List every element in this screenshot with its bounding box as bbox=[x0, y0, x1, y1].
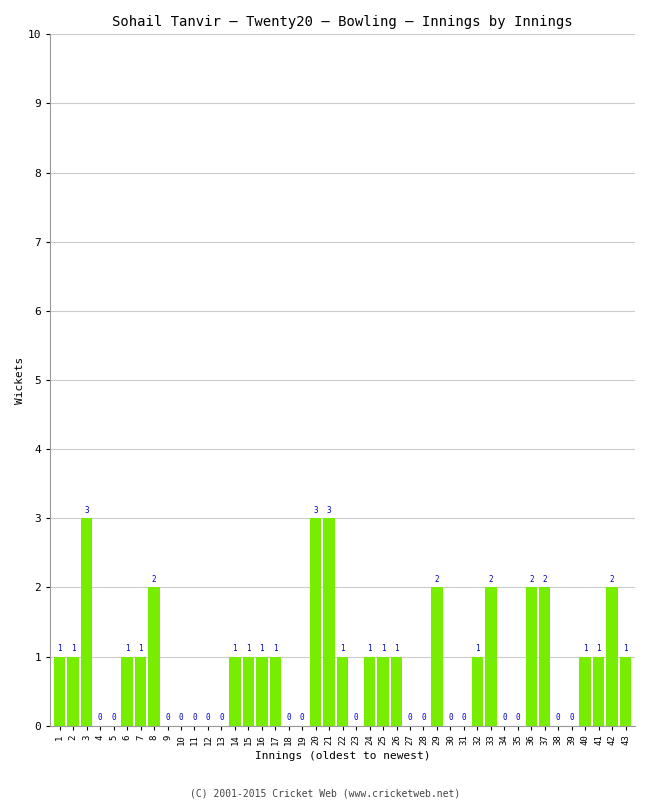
Bar bbox=[135, 657, 146, 726]
Text: 1: 1 bbox=[623, 644, 628, 653]
Text: 0: 0 bbox=[219, 714, 224, 722]
Text: 0: 0 bbox=[421, 714, 426, 722]
Y-axis label: Wickets: Wickets bbox=[15, 356, 25, 404]
Bar bbox=[620, 657, 631, 726]
Bar bbox=[229, 657, 240, 726]
Bar bbox=[364, 657, 375, 726]
Text: 1: 1 bbox=[395, 644, 399, 653]
Text: 3: 3 bbox=[313, 506, 318, 515]
Text: 1: 1 bbox=[381, 644, 385, 653]
Text: 1: 1 bbox=[138, 644, 143, 653]
Text: 1: 1 bbox=[475, 644, 480, 653]
Text: 1: 1 bbox=[233, 644, 237, 653]
Text: 2: 2 bbox=[489, 575, 493, 584]
Text: 1: 1 bbox=[367, 644, 372, 653]
Text: 1: 1 bbox=[583, 644, 588, 653]
Text: 2: 2 bbox=[151, 575, 157, 584]
Bar bbox=[148, 587, 160, 726]
Bar bbox=[579, 657, 591, 726]
Text: 0: 0 bbox=[408, 714, 412, 722]
Text: 1: 1 bbox=[259, 644, 264, 653]
Bar bbox=[391, 657, 402, 726]
Text: 0: 0 bbox=[448, 714, 453, 722]
Text: 3: 3 bbox=[84, 506, 89, 515]
Text: 0: 0 bbox=[515, 714, 520, 722]
Text: 0: 0 bbox=[98, 714, 103, 722]
Text: 1: 1 bbox=[71, 644, 75, 653]
Bar bbox=[310, 518, 322, 726]
Bar bbox=[593, 657, 605, 726]
Text: (C) 2001-2015 Cricket Web (www.cricketweb.net): (C) 2001-2015 Cricket Web (www.cricketwe… bbox=[190, 788, 460, 798]
Text: 2: 2 bbox=[610, 575, 614, 584]
Bar bbox=[485, 587, 497, 726]
Bar bbox=[54, 657, 66, 726]
Text: 0: 0 bbox=[205, 714, 210, 722]
Text: 3: 3 bbox=[327, 506, 332, 515]
Text: 0: 0 bbox=[287, 714, 291, 722]
Bar bbox=[256, 657, 268, 726]
Bar bbox=[242, 657, 254, 726]
Bar bbox=[122, 657, 133, 726]
Text: 1: 1 bbox=[596, 644, 601, 653]
Text: 0: 0 bbox=[165, 714, 170, 722]
Bar bbox=[472, 657, 483, 726]
Text: 0: 0 bbox=[556, 714, 560, 722]
Text: 1: 1 bbox=[125, 644, 129, 653]
Text: 0: 0 bbox=[354, 714, 358, 722]
Text: 2: 2 bbox=[529, 575, 534, 584]
Text: 1: 1 bbox=[57, 644, 62, 653]
Text: 0: 0 bbox=[569, 714, 574, 722]
Bar bbox=[337, 657, 348, 726]
X-axis label: Innings (oldest to newest): Innings (oldest to newest) bbox=[255, 751, 430, 761]
Text: 2: 2 bbox=[542, 575, 547, 584]
Bar bbox=[81, 518, 92, 726]
Bar bbox=[324, 518, 335, 726]
Text: 0: 0 bbox=[462, 714, 466, 722]
Bar bbox=[431, 587, 443, 726]
Bar bbox=[270, 657, 281, 726]
Text: 0: 0 bbox=[192, 714, 197, 722]
Text: 1: 1 bbox=[341, 644, 345, 653]
Bar bbox=[539, 587, 551, 726]
Text: 0: 0 bbox=[179, 714, 183, 722]
Text: 1: 1 bbox=[273, 644, 278, 653]
Bar bbox=[68, 657, 79, 726]
Bar bbox=[526, 587, 537, 726]
Text: 1: 1 bbox=[246, 644, 251, 653]
Text: 0: 0 bbox=[111, 714, 116, 722]
Text: 0: 0 bbox=[502, 714, 506, 722]
Title: Sohail Tanvir – Twenty20 – Bowling – Innings by Innings: Sohail Tanvir – Twenty20 – Bowling – Inn… bbox=[112, 15, 573, 29]
Text: 0: 0 bbox=[300, 714, 305, 722]
Bar bbox=[378, 657, 389, 726]
Bar bbox=[606, 587, 618, 726]
Text: 2: 2 bbox=[435, 575, 439, 584]
